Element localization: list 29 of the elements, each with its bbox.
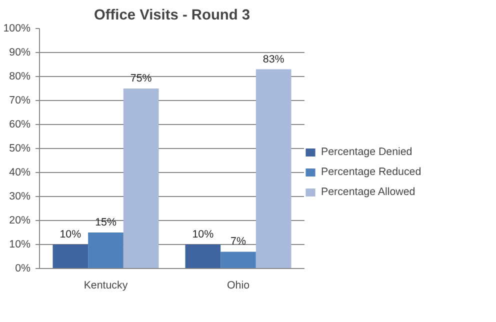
bar	[52, 244, 88, 268]
x-tick-label: Kentucky	[84, 280, 128, 292]
data-label: 83%	[262, 53, 285, 66]
y-tick-label: 80%	[9, 70, 32, 82]
bar	[256, 69, 292, 268]
legend-label: Percentage Denied	[321, 146, 412, 158]
y-tick-label: 100%	[3, 22, 32, 34]
y-tick-label: 70%	[9, 94, 32, 106]
y-tick-label: 40%	[9, 166, 32, 178]
y-tick-label: 0%	[15, 262, 32, 274]
bar	[220, 252, 256, 268]
y-tick-label: 10%	[9, 238, 32, 250]
y-tick-label: 30%	[9, 190, 32, 202]
x-tick-label: Ohio	[226, 280, 250, 292]
data-label: 15%	[95, 216, 117, 228]
y-tick-label: 50%	[9, 142, 32, 154]
y-tick-label: 20%	[9, 214, 32, 226]
bar	[185, 244, 221, 268]
legend-label: Percentage Allowed	[321, 186, 416, 198]
y-tick-label: 60%	[9, 118, 32, 130]
bar	[88, 232, 124, 268]
data-label: 10%	[192, 228, 214, 240]
y-tick-label: 90%	[9, 46, 32, 58]
chart-title: Office Visits - Round 3	[94, 8, 250, 24]
data-label: 75%	[130, 72, 152, 84]
bar	[123, 88, 159, 268]
legend-label: Percentage Reduced	[321, 166, 422, 178]
data-label: 10%	[60, 228, 82, 240]
data-label: 7%	[230, 236, 246, 248]
